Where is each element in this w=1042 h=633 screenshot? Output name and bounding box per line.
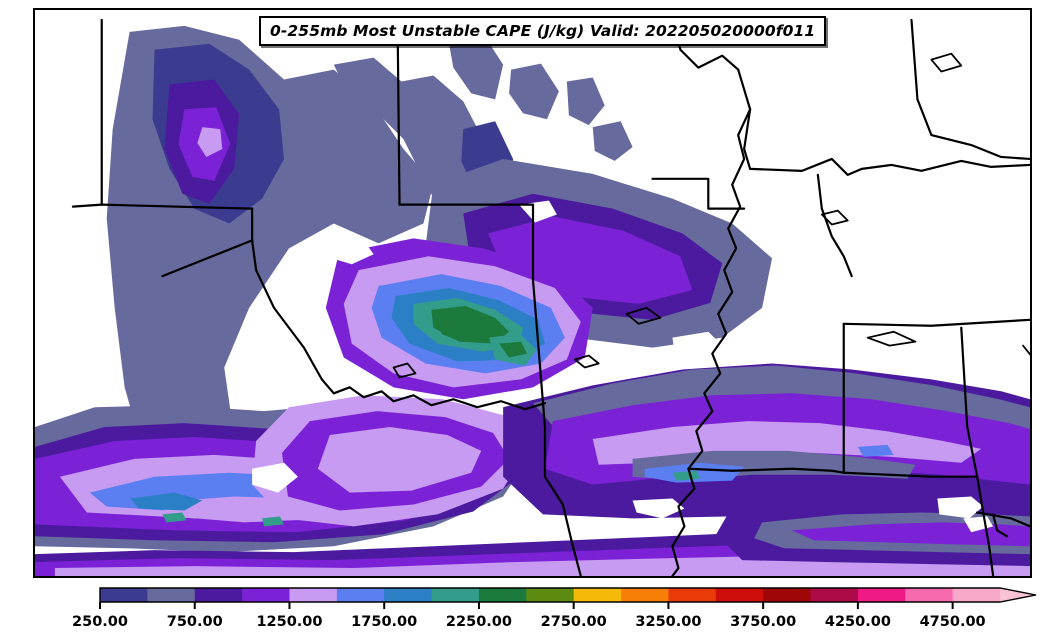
colorbar-arrow-head <box>1000 588 1036 602</box>
colorbar-tick-label: 2750.00 <box>541 614 607 630</box>
colorbar-svg: 250.00 750.00 1250.00 1750.00 2250.00 2750.00… <box>72 587 1037 630</box>
colorbar-segment <box>573 588 622 602</box>
colorbar-segment <box>242 588 291 602</box>
colorbar-tick-label: 3250.00 <box>635 614 701 630</box>
colorbar-tick-label: 750.00 <box>167 614 223 630</box>
colorbar-segments <box>100 588 1001 602</box>
cape-contour-field <box>35 10 1030 576</box>
colorbar-segment <box>810 588 859 602</box>
colorbar-segment <box>336 588 385 602</box>
colorbar-segment <box>194 588 243 602</box>
colorbar-segment <box>289 588 338 602</box>
colorbar-segment <box>668 588 717 602</box>
colorbar-segment <box>526 588 575 602</box>
colorbar-segment <box>857 588 906 602</box>
colorbar-segment <box>478 588 527 602</box>
colorbar-tick-label: 3750.00 <box>730 614 796 630</box>
colorbar-tick-label: 1750.00 <box>351 614 417 630</box>
colorbar-segment <box>384 588 433 602</box>
colorbar-tick-label: 250.00 <box>72 614 128 630</box>
cape-map-frame <box>33 8 1032 578</box>
colorbar-ticks <box>99 602 954 609</box>
colorbar-segment <box>763 588 812 602</box>
map-title-box: 0-255mb Most Unstable CAPE (J/kg) Valid:… <box>259 16 827 46</box>
colorbar-segment <box>100 588 148 602</box>
colorbar-tick-label: 4250.00 <box>825 614 891 630</box>
colorbar-tick-label: 2250.00 <box>446 614 512 630</box>
colorbar-tick-labels: 250.00 750.00 1250.00 1750.00 2250.00 2750.00… <box>72 614 986 630</box>
colorbar-tick-label: 4750.00 <box>920 614 986 630</box>
colorbar-segment <box>952 588 1001 602</box>
colorbar-segment <box>431 588 480 602</box>
colorbar-extend-arrow <box>99 587 1037 603</box>
colorbar-segment <box>147 588 196 602</box>
colorbar-outline <box>99 587 1037 603</box>
colorbar-segment <box>905 588 954 602</box>
colorbar-tick-label: 1250.00 <box>256 614 322 630</box>
colorbar-segment <box>715 588 764 602</box>
colorbar: 250.00 750.00 1250.00 1750.00 2250.00 2750.00… <box>0 586 1042 633</box>
map-title-text: 0-255mb Most Unstable CAPE (J/kg) Valid:… <box>270 22 816 40</box>
colorbar-segment <box>621 588 670 602</box>
